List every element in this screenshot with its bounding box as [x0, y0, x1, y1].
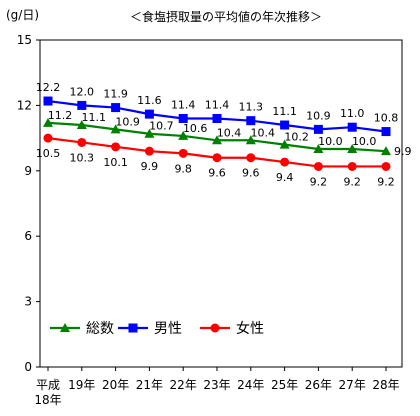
data-point-triangle	[381, 146, 391, 156]
data-point-square	[212, 113, 222, 123]
x-tick-label: 平成	[36, 378, 60, 392]
data-label: 9.8	[174, 162, 192, 175]
data-point-triangle	[347, 144, 358, 153]
data-label: 12.0	[70, 85, 95, 98]
x-tick-label: 24年	[237, 378, 264, 392]
data-label: 9.6	[208, 167, 226, 180]
data-label: 11.2	[48, 109, 73, 122]
data-label: 9.2	[377, 175, 395, 188]
data-label: 10.2	[284, 131, 309, 144]
data-label: 10.6	[183, 122, 208, 135]
data-label: 9.2	[343, 175, 361, 188]
data-point-circle	[347, 161, 357, 171]
data-point-circle	[144, 146, 154, 156]
legend-label: 総数	[86, 321, 114, 337]
plot-frame	[39, 39, 403, 368]
data-point-triangle	[43, 117, 53, 127]
y-tick-label: 0	[24, 360, 32, 374]
legend-marker-circle	[210, 323, 220, 333]
data-point-triangle	[76, 120, 87, 130]
data-point-circle	[77, 137, 87, 147]
data-point-circle	[280, 157, 290, 167]
data-label: 9.4	[276, 171, 294, 184]
data-point-square	[144, 109, 154, 119]
x-tick-label: 26年	[305, 378, 332, 392]
data-label: 10.9	[115, 115, 140, 128]
data-label: 10.7	[149, 120, 174, 133]
legend-marker-triangle	[60, 323, 70, 332]
data-label: 10.0	[318, 135, 343, 148]
legend-marker-square	[128, 323, 138, 333]
data-point-square	[381, 127, 391, 137]
x-tick-label: 18年	[34, 393, 61, 407]
legend-label: 女性	[236, 320, 264, 337]
data-point-circle	[43, 133, 53, 143]
y-tick-label: 3	[24, 295, 32, 309]
data-label: 9.6	[242, 167, 260, 180]
data-point-circle	[313, 161, 323, 171]
y-tick-label: 6	[24, 229, 32, 243]
x-tick-label: 20年	[102, 378, 129, 392]
y-tick-label: 15	[17, 33, 32, 47]
data-point-square	[178, 113, 188, 123]
data-label: 10.4	[251, 126, 276, 139]
data-point-circle	[246, 153, 256, 163]
data-label: 10.8	[374, 112, 399, 125]
data-point-square	[347, 122, 357, 132]
data-point-square	[246, 116, 256, 126]
data-label: 11.6	[137, 94, 162, 107]
data-label: 11.4	[205, 98, 230, 111]
data-point-triangle	[178, 130, 189, 140]
x-tick-label: 25年	[271, 378, 298, 392]
data-point-circle	[212, 153, 222, 163]
data-point-triangle	[144, 128, 155, 138]
data-label: 11.1	[82, 111, 107, 124]
data-label: 11.3	[239, 101, 264, 114]
chart-title: ＜食塩摂取量の平均値の年次推移＞	[130, 9, 322, 24]
y-axis-label: (g/日)	[6, 8, 39, 22]
data-label: 10.9	[306, 109, 331, 122]
data-label: 9.2	[310, 175, 328, 188]
data-label: 11.4	[171, 98, 196, 111]
data-point-square	[313, 124, 323, 134]
data-point-triangle	[212, 135, 222, 145]
data-label: 9.9	[394, 145, 412, 158]
legend-label: 男性	[154, 321, 182, 337]
data-label: 10.0	[352, 135, 377, 148]
y-tick-label: 12	[17, 98, 32, 112]
legend: 総数 男性 女性	[50, 320, 264, 337]
data-label: 11.0	[340, 107, 365, 120]
data-point-triangle	[279, 139, 290, 149]
data-label: 10.5	[36, 147, 61, 160]
data-label: 9.9	[141, 160, 159, 173]
data-point-square	[280, 120, 290, 130]
data-label: 12.2	[36, 81, 61, 94]
data-label: 10.3	[70, 151, 95, 164]
data-point-circle	[178, 148, 188, 158]
y-tick-label: 9	[24, 164, 32, 178]
data-point-triangle	[245, 135, 256, 145]
data-label: 11.1	[272, 105, 297, 118]
data-point-triangle	[313, 144, 324, 153]
data-label: 10.4	[217, 126, 242, 139]
data-point-square	[77, 100, 87, 110]
data-label: 10.1	[103, 156, 128, 169]
data-label: 11.9	[103, 88, 128, 101]
x-tick-label: 27年	[339, 378, 366, 392]
x-tick-label: 23年	[203, 378, 230, 392]
data-point-circle	[381, 161, 391, 171]
x-tick-label: 28年	[372, 378, 399, 392]
data-point-square	[43, 96, 53, 106]
x-tick-label: 21年	[136, 378, 163, 392]
data-point-circle	[111, 142, 121, 152]
x-tick-label: 22年	[170, 378, 197, 392]
data-point-triangle	[110, 124, 121, 134]
data-point-square	[111, 103, 121, 113]
x-tick-label: 19年	[68, 378, 95, 392]
